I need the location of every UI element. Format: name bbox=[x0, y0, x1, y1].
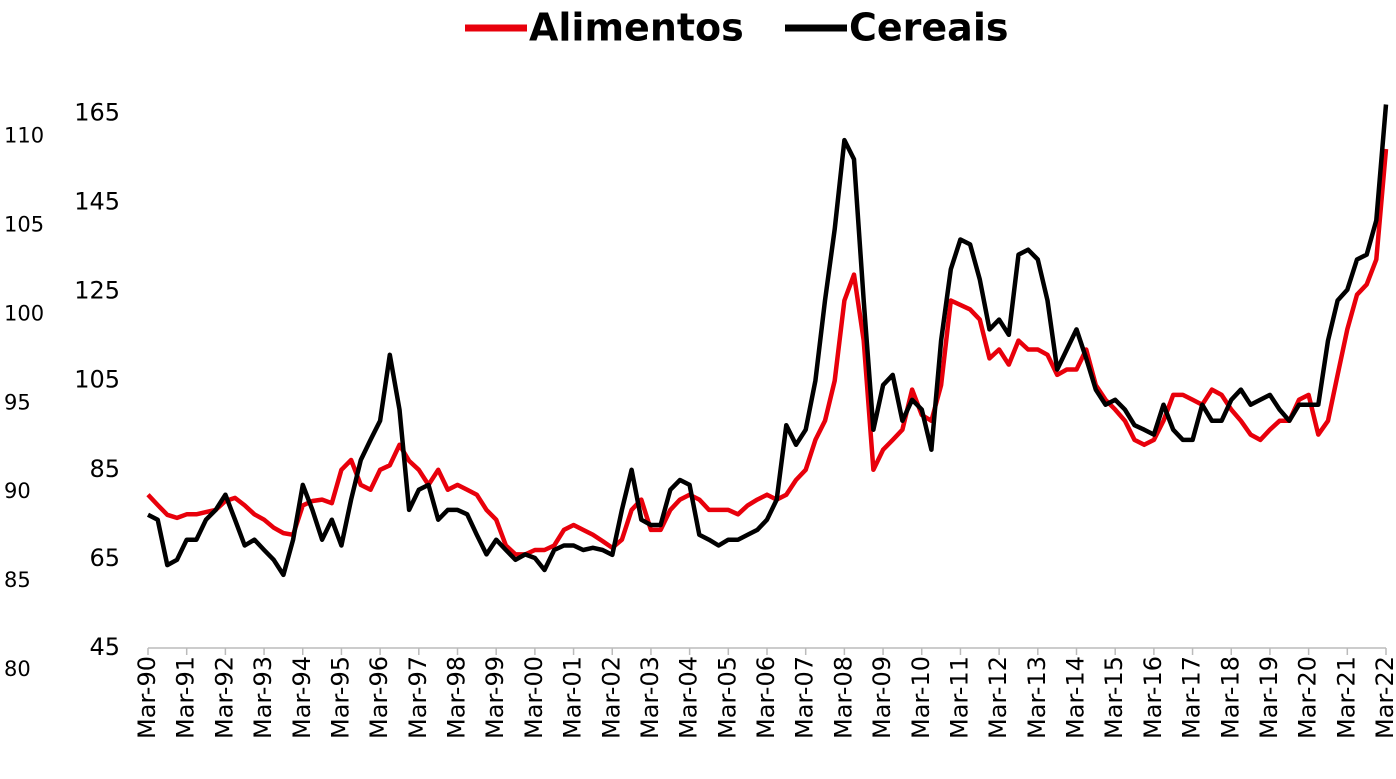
x-tick-label: Mar-04 bbox=[675, 656, 703, 739]
x-tick-label: Mar-90 bbox=[133, 656, 161, 739]
x-tick-label: Mar-21 bbox=[1332, 656, 1360, 739]
x-tick-label: Mar-05 bbox=[713, 656, 741, 739]
x-tick-label: Mar-93 bbox=[249, 656, 277, 739]
legend-label: Alimentos bbox=[529, 6, 744, 50]
x-tick-label: Mar-99 bbox=[481, 656, 509, 739]
y-tick-label: 45 bbox=[89, 633, 120, 661]
y2-tick-label: 95 bbox=[4, 390, 31, 414]
x-tick-label: Mar-96 bbox=[365, 656, 393, 739]
x-tick-label: Mar-22 bbox=[1371, 656, 1396, 739]
x-tick-label: Mar-06 bbox=[752, 656, 780, 739]
y-tick-label: 85 bbox=[89, 455, 120, 483]
x-tick-label: Mar-12 bbox=[984, 656, 1012, 739]
legend-label: Cereais bbox=[849, 6, 1008, 50]
line-series bbox=[146, 148, 1389, 557]
line-series bbox=[146, 104, 1389, 578]
x-tick-label: Mar-15 bbox=[1100, 656, 1128, 739]
x-tick-label: Mar-98 bbox=[443, 656, 471, 739]
x-tick-label: Mar-95 bbox=[326, 656, 354, 739]
x-tick-label: Mar-91 bbox=[172, 656, 200, 739]
y-tick-label: 125 bbox=[74, 277, 120, 305]
y-tick-label: 165 bbox=[74, 98, 120, 126]
x-tick-label: Mar-08 bbox=[829, 656, 857, 739]
y2-tick-label: 105 bbox=[4, 212, 44, 236]
x-tick-label: Mar-10 bbox=[907, 656, 935, 739]
y2-tick-label: 80 bbox=[4, 657, 31, 681]
x-tick-label: Mar-11 bbox=[945, 656, 973, 739]
x-tick-label: Mar-94 bbox=[288, 656, 316, 739]
y2-tick-label: 100 bbox=[4, 301, 44, 325]
x-tick-label: Mar-13 bbox=[1023, 656, 1051, 739]
x-tick-label: Mar-02 bbox=[597, 656, 625, 739]
x-tick-label: Mar-07 bbox=[791, 656, 819, 739]
x-tick-label: Mar-09 bbox=[868, 656, 896, 739]
y-tick-label: 105 bbox=[74, 366, 120, 394]
x-tick-label: Mar-97 bbox=[404, 656, 432, 739]
x-tick-label: Mar-14 bbox=[1062, 656, 1090, 739]
x-tick-label: Mar-20 bbox=[1294, 656, 1322, 739]
y2-tick-label: 110 bbox=[4, 124, 44, 148]
x-tick-label: Mar-03 bbox=[636, 656, 664, 739]
x-tick-label: Mar-19 bbox=[1255, 656, 1283, 739]
x-tick-label: Mar-17 bbox=[1178, 656, 1206, 739]
x-tick-label: Mar-92 bbox=[210, 656, 238, 739]
x-tick-label: Mar-16 bbox=[1139, 656, 1167, 739]
x-tick-label: Mar-00 bbox=[520, 656, 548, 739]
y-tick-label: 145 bbox=[74, 187, 120, 215]
y2-tick-label: 85 bbox=[4, 568, 31, 592]
y2-tick-label: 90 bbox=[4, 479, 31, 503]
x-tick-label: Mar-18 bbox=[1216, 656, 1244, 739]
x-tick-label: Mar-01 bbox=[559, 656, 587, 739]
y-tick-label: 65 bbox=[89, 544, 120, 572]
